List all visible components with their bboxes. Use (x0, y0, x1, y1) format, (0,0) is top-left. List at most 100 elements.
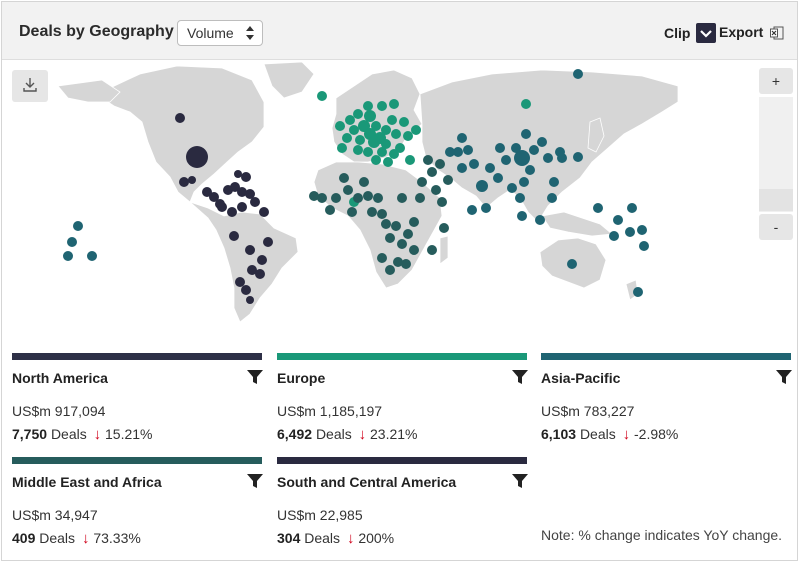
middle-east-africa-marker[interactable] (363, 191, 373, 201)
south-central-america-marker[interactable] (234, 170, 242, 178)
south-central-america-marker[interactable] (209, 192, 219, 202)
region-card-europe[interactable]: Europe US$m 1,185,197 6,492 Deals ↓ 23.2… (277, 353, 528, 443)
europe-marker[interactable] (389, 149, 399, 159)
asia-pacific-marker[interactable] (633, 287, 643, 297)
asia-pacific-marker[interactable] (637, 225, 647, 235)
excel-icon[interactable] (770, 26, 784, 40)
europe-marker[interactable] (377, 101, 387, 111)
europe-marker[interactable] (353, 145, 363, 155)
south-central-america-marker[interactable] (247, 265, 257, 275)
middle-east-africa-marker[interactable] (377, 253, 387, 263)
asia-pacific-marker[interactable] (476, 180, 488, 192)
asia-pacific-marker[interactable] (529, 145, 539, 155)
asia-pacific-marker[interactable] (543, 153, 553, 163)
region-card-south-central-america[interactable]: South and Central America US$m 22,985 30… (277, 457, 528, 547)
asia-pacific-marker[interactable] (493, 173, 503, 183)
europe-marker[interactable] (349, 125, 359, 135)
asia-pacific-marker[interactable] (557, 153, 567, 163)
europe-marker[interactable] (363, 147, 373, 157)
zoom-slider-handle[interactable] (759, 189, 793, 211)
asia-pacific-marker[interactable] (535, 215, 545, 225)
asia-pacific-marker[interactable] (467, 205, 477, 215)
filter-icon[interactable] (511, 472, 529, 490)
middle-east-africa-marker[interactable] (415, 193, 425, 203)
middle-east-africa-marker[interactable] (353, 193, 363, 203)
south-central-america-marker[interactable] (237, 187, 247, 197)
asia-pacific-marker[interactable] (63, 251, 73, 261)
south-central-america-marker[interactable] (241, 285, 251, 295)
download-map-button[interactable] (12, 70, 48, 102)
asia-pacific-marker[interactable] (549, 177, 559, 187)
asia-pacific-marker[interactable] (573, 69, 583, 79)
europe-marker[interactable] (371, 121, 381, 131)
south-central-america-marker[interactable] (227, 207, 237, 217)
europe-marker[interactable] (368, 136, 380, 148)
europe-marker[interactable] (381, 125, 391, 135)
south-central-america-marker[interactable] (259, 207, 269, 217)
asia-pacific-marker[interactable] (517, 211, 527, 221)
middle-east-africa-marker[interactable] (401, 259, 411, 269)
south-central-america-marker[interactable] (263, 237, 273, 247)
middle-east-africa-marker[interactable] (439, 223, 449, 233)
region-card-middle-east-africa[interactable]: Middle East and Africa US$m 34,947 409 D… (12, 457, 263, 547)
middle-east-africa-marker[interactable] (423, 155, 433, 165)
filter-icon[interactable] (246, 368, 264, 386)
asia-pacific-marker[interactable] (481, 203, 491, 213)
europe-marker[interactable] (353, 109, 363, 119)
europe-marker[interactable] (335, 121, 345, 131)
europe-marker[interactable] (383, 157, 393, 167)
asia-pacific-marker[interactable] (457, 133, 467, 143)
south-central-america-marker[interactable] (246, 296, 254, 304)
zoom-in-button[interactable]: + (759, 68, 793, 94)
region-card-north-america[interactable]: North America US$m 917,094 7,750 Deals ↓… (12, 353, 263, 443)
middle-east-africa-marker[interactable] (437, 197, 447, 207)
europe-marker[interactable] (521, 99, 531, 109)
asia-pacific-marker[interactable] (547, 193, 557, 203)
europe-marker[interactable] (411, 125, 421, 135)
asia-pacific-marker[interactable] (639, 241, 649, 251)
south-central-america-marker[interactable] (217, 202, 227, 212)
middle-east-africa-marker[interactable] (385, 233, 395, 243)
south-central-america-marker[interactable] (255, 269, 265, 279)
zoom-out-button[interactable]: - (759, 214, 793, 240)
middle-east-africa-marker[interactable] (343, 185, 353, 195)
middle-east-africa-marker[interactable] (409, 245, 419, 255)
europe-marker[interactable] (377, 147, 387, 157)
asia-pacific-marker[interactable] (67, 237, 77, 247)
middle-east-africa-marker[interactable] (347, 207, 357, 217)
asia-pacific-marker[interactable] (87, 251, 97, 261)
south-central-america-marker[interactable] (202, 187, 212, 197)
europe-marker[interactable] (399, 117, 409, 127)
asia-pacific-marker[interactable] (514, 150, 530, 166)
middle-east-africa-marker[interactable] (367, 207, 377, 217)
europe-marker[interactable] (317, 91, 327, 101)
asia-pacific-marker[interactable] (515, 193, 525, 203)
europe-marker[interactable] (403, 131, 413, 141)
europe-marker[interactable] (405, 155, 415, 165)
europe-marker[interactable] (391, 129, 401, 139)
world-map[interactable] (2, 61, 799, 339)
europe-marker[interactable] (337, 143, 347, 153)
middle-east-africa-marker[interactable] (403, 229, 413, 239)
asia-pacific-marker[interactable] (445, 147, 455, 157)
europe-marker[interactable] (387, 115, 397, 125)
filter-icon[interactable] (246, 472, 264, 490)
asia-pacific-marker[interactable] (507, 183, 517, 193)
asia-pacific-marker[interactable] (453, 147, 463, 157)
middle-east-africa-marker[interactable] (397, 239, 407, 249)
north-america-marker[interactable] (179, 177, 189, 187)
middle-east-africa-marker[interactable] (325, 205, 335, 215)
asia-pacific-marker[interactable] (469, 159, 479, 169)
middle-east-africa-marker[interactable] (385, 265, 395, 275)
asia-pacific-marker[interactable] (627, 203, 637, 213)
clip-checkbox[interactable] (696, 23, 716, 43)
south-central-america-marker[interactable] (241, 172, 251, 182)
asia-pacific-marker[interactable] (495, 143, 505, 153)
middle-east-africa-marker[interactable] (391, 221, 401, 231)
filter-icon[interactable] (511, 368, 529, 386)
middle-east-africa-marker[interactable] (359, 177, 369, 187)
europe-marker[interactable] (389, 99, 399, 109)
middle-east-africa-marker[interactable] (431, 185, 441, 195)
south-central-america-marker[interactable] (235, 277, 245, 287)
asia-pacific-marker[interactable] (73, 221, 83, 231)
